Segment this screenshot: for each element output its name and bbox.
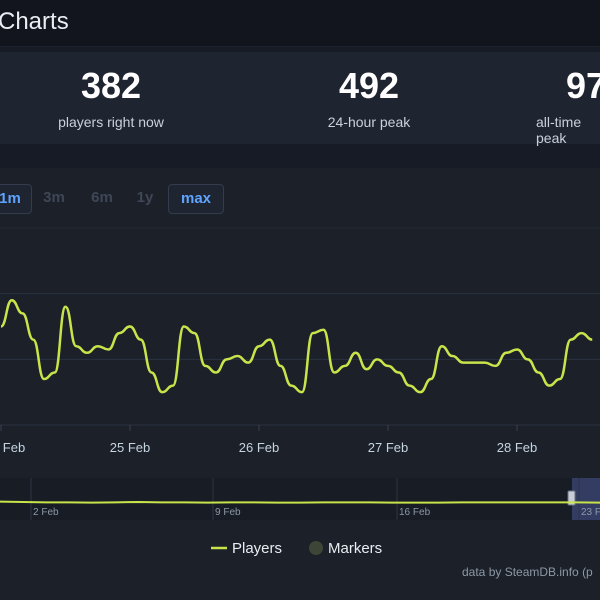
players-series-line bbox=[0, 298, 593, 394]
peak-24h-value: 492 bbox=[338, 65, 400, 106]
legend-markers-label[interactable]: Markers bbox=[328, 540, 382, 557]
chart-panel bbox=[0, 168, 600, 600]
chart-grid bbox=[0, 227, 600, 426]
stat-24h-peak: 492 24-hour peak bbox=[259, 65, 479, 131]
x-axis-ticks: Feb 25 Feb 26 Feb 27 Feb 28 Feb bbox=[0, 425, 537, 455]
x-tick-label-1: 25 Feb bbox=[110, 440, 150, 455]
all-time-peak-value: 97 bbox=[566, 65, 600, 106]
page-title: Charts bbox=[0, 8, 69, 35]
players-now-label: players right now bbox=[58, 114, 164, 130]
stat-all-time-peak: 97 all-time peak bbox=[470, 65, 600, 147]
range-3m-button[interactable]: 3m bbox=[43, 189, 65, 206]
navigator-tick-label-3: 23 Feb bbox=[581, 507, 600, 518]
range-6m-button[interactable]: 6m bbox=[91, 189, 113, 206]
navigator-selection[interactable] bbox=[572, 478, 600, 520]
navigator-tick-label-0: 2 Feb bbox=[33, 507, 59, 518]
top-bar: Charts bbox=[0, 0, 600, 47]
range-max-button[interactable]: max bbox=[168, 184, 224, 214]
legend-markers-swatch bbox=[309, 541, 323, 555]
navigator-tick-label-1: 9 Feb bbox=[215, 507, 241, 518]
x-tick-label-2: 26 Feb bbox=[239, 440, 279, 455]
navigator-ticks: 2 Feb 9 Feb 16 Feb 23 Feb bbox=[30, 478, 600, 520]
x-tick-label-4: 28 Feb bbox=[497, 440, 537, 455]
stat-players-now: 382 players right now bbox=[1, 65, 221, 131]
x-tick-label-0: Feb bbox=[3, 440, 25, 455]
navigator[interactable] bbox=[0, 478, 600, 520]
range-1m-button[interactable]: 1m bbox=[0, 184, 32, 214]
range-1y-button[interactable]: 1y bbox=[136, 189, 154, 206]
peak-24h-label: 24-hour peak bbox=[327, 114, 411, 130]
legend-players-label[interactable]: Players bbox=[232, 540, 282, 557]
stats-panel: 382 players right now 492 24-hour peak 9… bbox=[0, 52, 600, 147]
players-now-value: 382 bbox=[80, 65, 142, 106]
navigator-tick-label-2: 16 Feb bbox=[399, 507, 431, 518]
navigator-series-line bbox=[0, 500, 600, 504]
all-time-peak-label: all-time peak bbox=[536, 114, 582, 146]
data-credit[interactable]: data by SteamDB.info (p bbox=[462, 565, 593, 579]
x-tick-label-3: 27 Feb bbox=[368, 440, 408, 455]
